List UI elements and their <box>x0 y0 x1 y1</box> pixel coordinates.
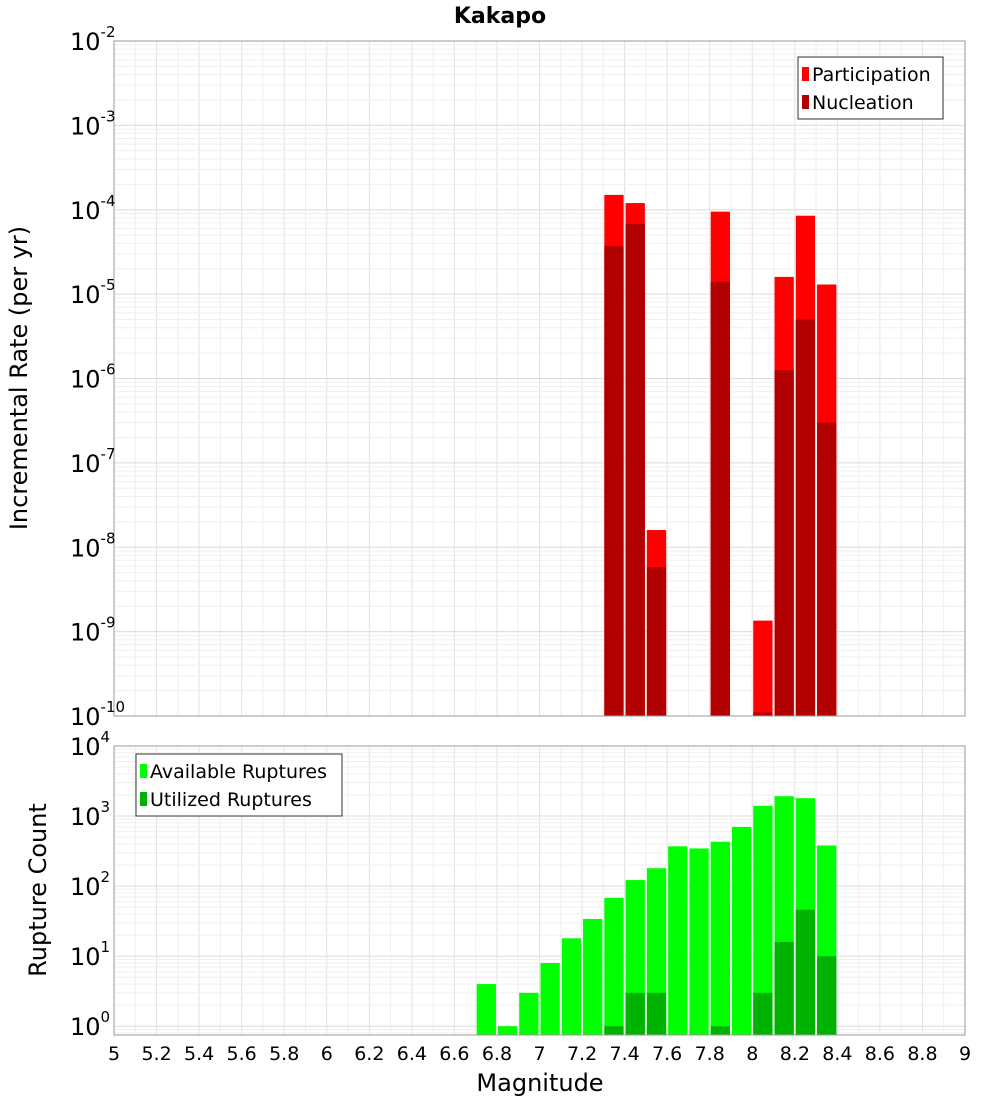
top-legend-label-nucleation: Nucleation <box>812 92 914 114</box>
bottom-x-tick-label: 7.2 <box>567 1043 597 1065</box>
top-bar-nucleation-7-55 <box>646 567 667 716</box>
bottom-x-tick-label: 7.6 <box>652 1043 682 1065</box>
top-y-tick-label: 10-8 <box>70 529 116 562</box>
bottom-legend-box <box>135 753 343 817</box>
bottom-bar-available-ruptures-7-65 <box>668 846 688 1035</box>
top-bar-participation-8-05 <box>753 620 773 716</box>
top-y-tick-label: 10-9 <box>70 614 116 647</box>
bottom-bar-available-ruptures-6-95 <box>519 992 539 1035</box>
bottom-y-tick-label: 102 <box>70 868 110 901</box>
bottom-bar-utilized-ruptures-8-35 <box>817 956 837 1035</box>
bottom-x-tick-label: 8.4 <box>822 1043 852 1065</box>
top-y-tick-label: 10-3 <box>70 107 116 140</box>
top-y-axis-label: Incremental Rate (per yr) <box>5 226 33 530</box>
bottom-x-tick-label: 9 <box>959 1043 971 1065</box>
top-y-tick-label: 10-2 <box>70 23 116 56</box>
bottom-x-tick-label: 8.8 <box>907 1043 937 1065</box>
top-y-tick-label: 10-4 <box>70 192 116 225</box>
top-bar-nucleation-7-85 <box>710 281 730 716</box>
top-legend-swatch-nucleation <box>802 95 809 109</box>
bottom-y-tick-label: 104 <box>70 728 110 761</box>
top-y-tick-label: 10-5 <box>70 276 116 309</box>
top-bar-nucleation-8-35 <box>817 422 837 716</box>
bottom-plot-frame <box>113 745 966 1036</box>
top-bar-nucleation-7-45 <box>625 223 645 716</box>
bottom-bar-utilized-ruptures-8-05 <box>753 992 773 1035</box>
bottom-y-tick-label: 100 <box>70 1008 110 1041</box>
bottom-bar-available-ruptures-8-05 <box>753 805 773 1035</box>
chart-title: Kakapo <box>454 4 546 29</box>
top-y-tick-label: 10-7 <box>70 445 116 478</box>
top-legend-box <box>797 56 944 120</box>
bottom-x-tick-label: 8.6 <box>865 1043 895 1065</box>
bottom-x-tick-label: 5.4 <box>184 1043 214 1065</box>
bottom-bar-available-ruptures-7-25 <box>583 918 603 1035</box>
bottom-x-tick-label: 8.2 <box>780 1043 810 1065</box>
bottom-bar-available-ruptures-6-75 <box>476 984 496 1035</box>
bottom-legend-label-available-ruptures: Available Ruptures <box>150 761 327 783</box>
bottom-x-tick-label: 7.4 <box>609 1043 639 1065</box>
bottom-bar-available-ruptures-7-15 <box>561 938 582 1035</box>
bottom-bar-utilized-ruptures-7-45 <box>625 992 645 1035</box>
x-axis-label: Magnitude <box>476 1069 603 1097</box>
bottom-x-tick-label: 5.2 <box>141 1043 171 1065</box>
bottom-x-tick-label: 5 <box>108 1043 120 1065</box>
bottom-x-tick-label: 5.8 <box>269 1043 299 1065</box>
bottom-bar-utilized-ruptures-7-35 <box>604 1026 624 1035</box>
top-bar-nucleation-8-05 <box>753 712 773 716</box>
top-legend-swatch-participation <box>802 67 809 81</box>
bottom-x-tick-label: 6.4 <box>397 1043 427 1065</box>
bottom-bar-available-ruptures-7-75 <box>689 848 709 1035</box>
bottom-x-tick-label: 6.6 <box>439 1043 469 1065</box>
bottom-y-tick-label: 103 <box>70 798 110 831</box>
bottom-bar-utilized-ruptures-8-15 <box>774 941 794 1035</box>
top-bar-nucleation-8-15 <box>774 370 794 716</box>
bottom-x-tick-label: 6.2 <box>354 1043 384 1065</box>
bottom-x-tick-label: 7 <box>533 1043 545 1065</box>
top-y-tick-label: 10-6 <box>70 361 116 394</box>
bottom-x-tick-label: 6 <box>321 1043 333 1065</box>
bottom-x-tick-label: 5.6 <box>227 1043 257 1065</box>
bottom-bar-utilized-ruptures-7-85 <box>710 1026 730 1035</box>
bottom-bar-available-ruptures-7-05 <box>540 962 560 1035</box>
top-legend-label-participation: Participation <box>812 64 931 86</box>
bottom-x-tick-label: 6.8 <box>482 1043 512 1065</box>
bottom-bar-utilized-ruptures-7-55 <box>646 992 667 1035</box>
bottom-bar-available-ruptures-7-85 <box>710 841 730 1035</box>
bottom-bar-available-ruptures-7-35 <box>604 897 624 1035</box>
top-plot-frame <box>113 40 966 717</box>
top-y-tick-label: 10-10 <box>70 698 125 731</box>
top-panel: 10-2 10-3 10-4 10-5 10-6 10-7 10-8 10-9 10-10 Par… <box>70 23 966 731</box>
bottom-y-tick-label: 101 <box>70 938 110 971</box>
top-legend: Participation Nucleation <box>797 56 944 120</box>
bottom-legend: Available Ruptures Utilized Ruptures <box>135 753 343 817</box>
top-bar-nucleation-7-35 <box>604 246 624 716</box>
top-bar-nucleation-8-25 <box>795 319 816 716</box>
bottom-bar-available-ruptures-6-85 <box>497 1026 518 1035</box>
bottom-bar-utilized-ruptures-8-25 <box>795 909 816 1035</box>
bottom-legend-label-utilized-ruptures: Utilized Ruptures <box>150 789 312 811</box>
bottom-x-tick-label: 7.8 <box>695 1043 725 1065</box>
bottom-legend-swatch-utilized-ruptures <box>140 792 147 806</box>
bottom-legend-swatch-available-ruptures <box>140 764 147 778</box>
bottom-y-axis-label: Rupture Count <box>24 803 52 977</box>
bottom-x-tick-label: 8 <box>746 1043 758 1065</box>
bottom-bar-available-ruptures-7-95 <box>731 826 752 1035</box>
